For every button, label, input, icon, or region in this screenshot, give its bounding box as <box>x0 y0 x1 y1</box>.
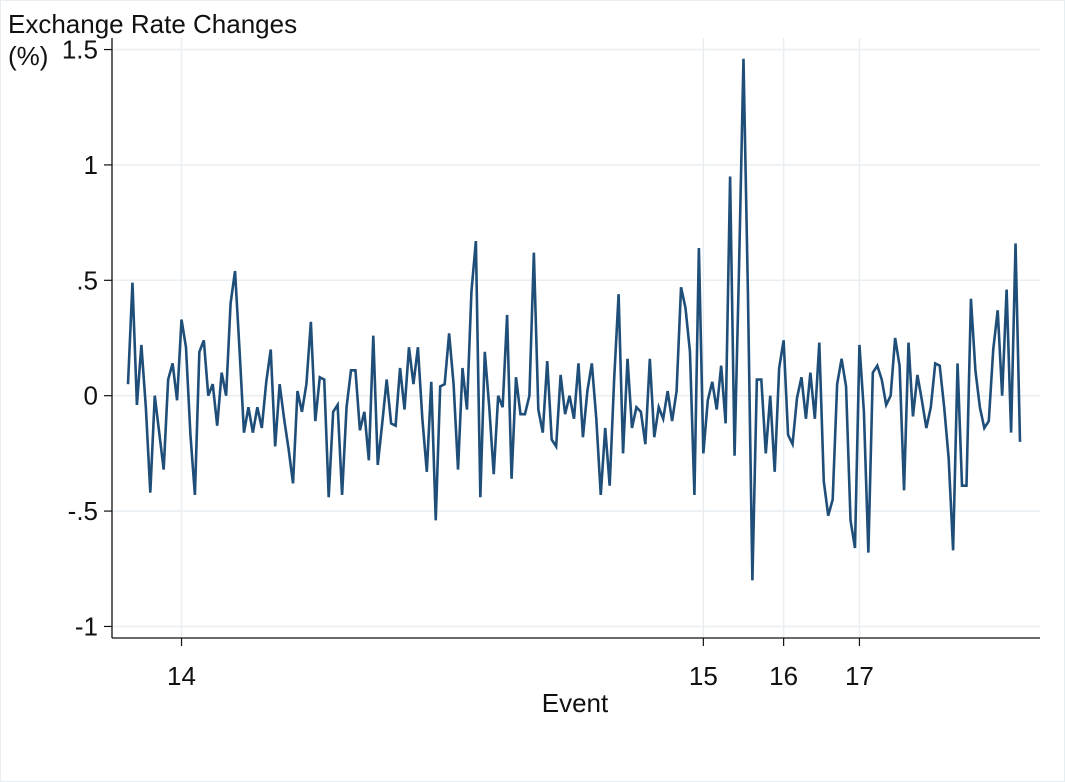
x-axis-title: Event <box>542 688 609 718</box>
y-tick-label: .5 <box>76 265 98 295</box>
y-axis-title-line1: Exchange Rate Changes <box>8 9 298 39</box>
x-tick-label: 15 <box>689 661 718 691</box>
y-axis-title: Exchange Rate Changes (%) <box>8 8 297 72</box>
x-tick-label: 17 <box>845 661 874 691</box>
y-tick-label: 0 <box>84 381 98 411</box>
gridlines <box>112 38 1040 638</box>
y-tick-label: 1.5 <box>62 35 98 65</box>
y-tick-label: -.5 <box>68 496 98 526</box>
axes <box>104 38 1040 646</box>
y-tick-label: -1 <box>75 611 98 641</box>
x-tick-label: 14 <box>167 661 196 691</box>
y-axis-title-line2: (%) <box>8 41 49 71</box>
x-tick-label: 16 <box>769 661 798 691</box>
series-layer <box>126 58 1022 581</box>
y-tick-label: 1 <box>84 150 98 180</box>
series-line <box>126 58 1022 581</box>
tick-labels: -1 -.5 0 .5 1 1.5 14 15 16 17 <box>62 35 874 691</box>
